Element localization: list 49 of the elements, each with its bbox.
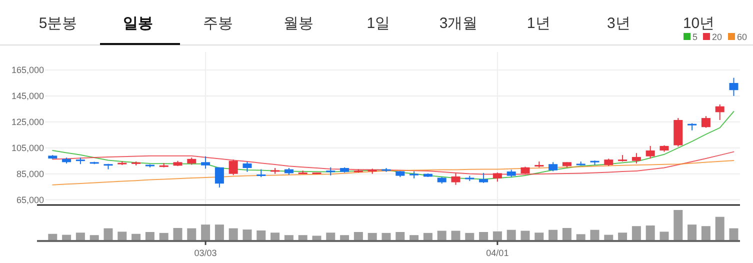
bar xyxy=(660,232,669,241)
y-tick-label: 145,000 xyxy=(11,90,44,101)
bar xyxy=(701,226,710,241)
bar xyxy=(187,228,196,241)
bar xyxy=(729,228,738,241)
bar xyxy=(118,232,127,241)
y-tick-label: 85,000 xyxy=(16,168,44,179)
legend-label: 60 xyxy=(737,32,748,42)
legend-label: 20 xyxy=(712,32,722,42)
bar xyxy=(534,232,544,241)
candlestick xyxy=(214,166,224,188)
bar xyxy=(646,226,655,241)
line-series xyxy=(52,160,734,186)
bar xyxy=(506,230,516,241)
candlestick xyxy=(646,145,655,160)
bar xyxy=(674,210,683,241)
bar xyxy=(632,226,641,241)
x-tick-label: 03/03 xyxy=(194,248,217,258)
bar xyxy=(256,230,266,241)
candlestick xyxy=(479,172,488,184)
candlestick xyxy=(715,104,724,120)
bar xyxy=(562,228,572,241)
x-tick-label: 04/01 xyxy=(486,248,509,258)
candlestick xyxy=(548,162,558,172)
y-tick-label: 65,000 xyxy=(16,194,44,205)
bar xyxy=(688,224,697,241)
bar xyxy=(201,224,210,241)
bar xyxy=(548,230,558,241)
legend-label: 5 xyxy=(692,32,698,42)
bar xyxy=(242,230,252,241)
bar xyxy=(270,232,280,241)
bar xyxy=(228,228,238,241)
candlestick xyxy=(701,116,710,128)
y-tick-label: 125,000 xyxy=(11,116,44,127)
candlestick xyxy=(632,152,641,164)
bar xyxy=(104,228,113,241)
y-tick-label: 165,000 xyxy=(11,65,44,75)
bar xyxy=(590,230,600,241)
bar xyxy=(326,232,336,241)
candlestick xyxy=(242,161,252,172)
bar xyxy=(214,224,224,241)
tabs: 5분봉 일봉 주봉 월봉 1일 3개월 1년 3년 10년 xyxy=(38,15,715,32)
candlestick xyxy=(729,77,738,96)
bar xyxy=(618,232,628,241)
bar xyxy=(715,216,724,241)
candlestick xyxy=(201,156,210,170)
bar xyxy=(173,228,182,241)
bar xyxy=(76,232,85,241)
y-tick-label: 105,000 xyxy=(11,142,44,153)
